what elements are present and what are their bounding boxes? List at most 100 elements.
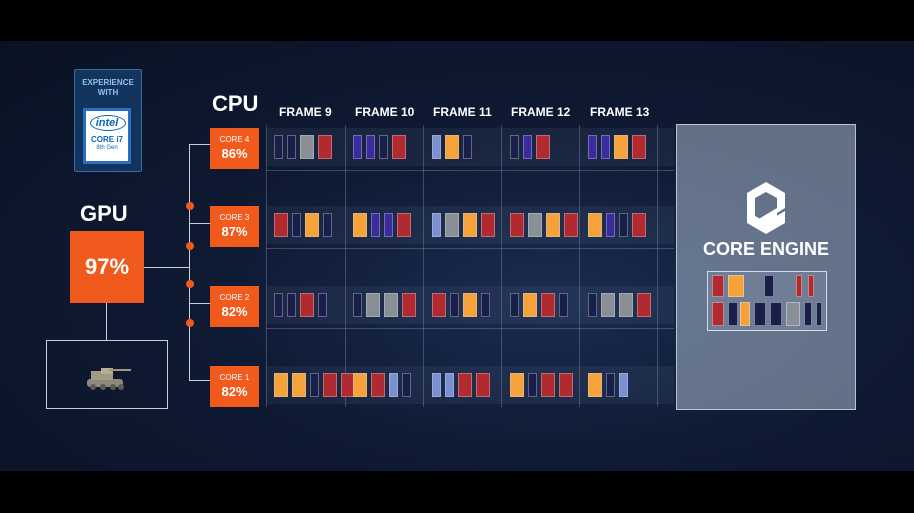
task-block	[445, 135, 459, 159]
task-block	[606, 213, 615, 237]
core-label: CORE 3	[219, 213, 250, 222]
connector-dot	[186, 202, 194, 210]
task-block	[528, 213, 542, 237]
task-block	[481, 293, 490, 317]
task-block	[292, 213, 301, 237]
task-block	[353, 135, 362, 159]
task-block	[614, 135, 628, 159]
task-block	[637, 293, 651, 317]
task-block	[481, 213, 495, 237]
task-block	[371, 213, 380, 237]
gpu-title: GPU	[80, 201, 128, 226]
intel-logo-box: intel CORE i7 8th Gen	[83, 108, 131, 164]
task-block	[632, 213, 646, 237]
task-block	[323, 373, 337, 397]
task-block	[371, 373, 385, 397]
task-block	[450, 293, 459, 317]
task-block	[510, 135, 519, 159]
task-block	[588, 293, 597, 317]
task-block	[559, 373, 573, 397]
gpu-connector	[106, 303, 107, 340]
task-block	[588, 135, 597, 159]
frame-header: FRAME 10	[355, 105, 415, 119]
task-block	[619, 293, 633, 317]
task-block	[274, 373, 288, 397]
frame-header: FRAME 9	[279, 105, 332, 119]
task-block	[366, 135, 375, 159]
task-block	[323, 213, 332, 237]
core-percent: 87%	[221, 224, 248, 239]
task-block	[392, 135, 406, 159]
engine-task-block	[786, 302, 800, 326]
task-block	[300, 135, 314, 159]
frame-header: FRAME 13	[590, 105, 650, 119]
core-label: CORE 1	[219, 373, 250, 382]
task-block	[300, 293, 314, 317]
task-block	[432, 135, 441, 159]
task-block	[318, 135, 332, 159]
engine-title: CORE ENGINE	[702, 239, 830, 259]
task-block	[310, 373, 319, 397]
core-3-box: CORE 3 87%	[210, 206, 259, 247]
connector-dot	[186, 280, 194, 288]
core-percent: 82%	[221, 384, 248, 399]
core-engine-panel: CORE ENGINE	[676, 124, 856, 410]
core-engine-logo-icon	[747, 182, 785, 234]
engine-task-block	[796, 275, 802, 297]
connector-dot	[186, 319, 194, 327]
task-block	[379, 135, 388, 159]
core-label: CORE 2	[219, 293, 250, 302]
engine-task-block	[770, 302, 782, 326]
task-block	[274, 135, 283, 159]
core-percent: 86%	[221, 146, 248, 161]
tank-icon	[87, 368, 131, 390]
connector-dot	[186, 242, 194, 250]
task-block	[397, 213, 411, 237]
task-block	[510, 373, 524, 397]
task-block	[432, 213, 441, 237]
task-block	[445, 373, 454, 397]
intel-gen: 8th Gen	[96, 145, 118, 151]
task-block	[606, 373, 615, 397]
badge-line2: WITH	[97, 88, 119, 97]
frame-header: FRAME 12	[511, 105, 571, 119]
task-block	[476, 373, 490, 397]
intel-brand: intel	[95, 117, 119, 129]
task-block	[274, 213, 288, 237]
task-block	[287, 135, 296, 159]
cpu-title: CPU	[212, 91, 259, 116]
task-block	[305, 213, 319, 237]
task-block	[588, 213, 602, 237]
engine-task-block	[808, 275, 814, 297]
task-block	[541, 373, 555, 397]
engine-task-block	[764, 275, 774, 297]
task-block	[601, 293, 615, 317]
engine-task-block	[754, 302, 766, 326]
core-4-box: CORE 4 86%	[210, 128, 259, 169]
task-block	[402, 373, 411, 397]
core-1-box: CORE 1 82%	[210, 366, 259, 407]
task-block	[463, 213, 477, 237]
core-label: CORE 4	[219, 135, 250, 144]
engine-task-grid	[707, 271, 827, 331]
task-block	[463, 293, 477, 317]
task-block	[523, 293, 537, 317]
task-block	[389, 373, 398, 397]
task-block	[287, 293, 296, 317]
task-block	[523, 135, 532, 159]
gpu-percent: 97%	[84, 254, 130, 279]
task-block	[445, 213, 459, 237]
task-block	[353, 373, 367, 397]
task-block	[536, 135, 550, 159]
task-block	[564, 213, 578, 237]
core-percent: 82%	[221, 304, 248, 319]
task-block	[541, 293, 555, 317]
engine-task-block	[816, 302, 822, 326]
task-block	[432, 293, 446, 317]
task-block	[353, 293, 362, 317]
task-block	[528, 373, 537, 397]
task-block	[318, 293, 327, 317]
task-block	[588, 373, 602, 397]
task-block	[402, 293, 416, 317]
intel-badge: EXPERIENCE WITH intel CORE i7 8th Gen	[74, 69, 142, 172]
